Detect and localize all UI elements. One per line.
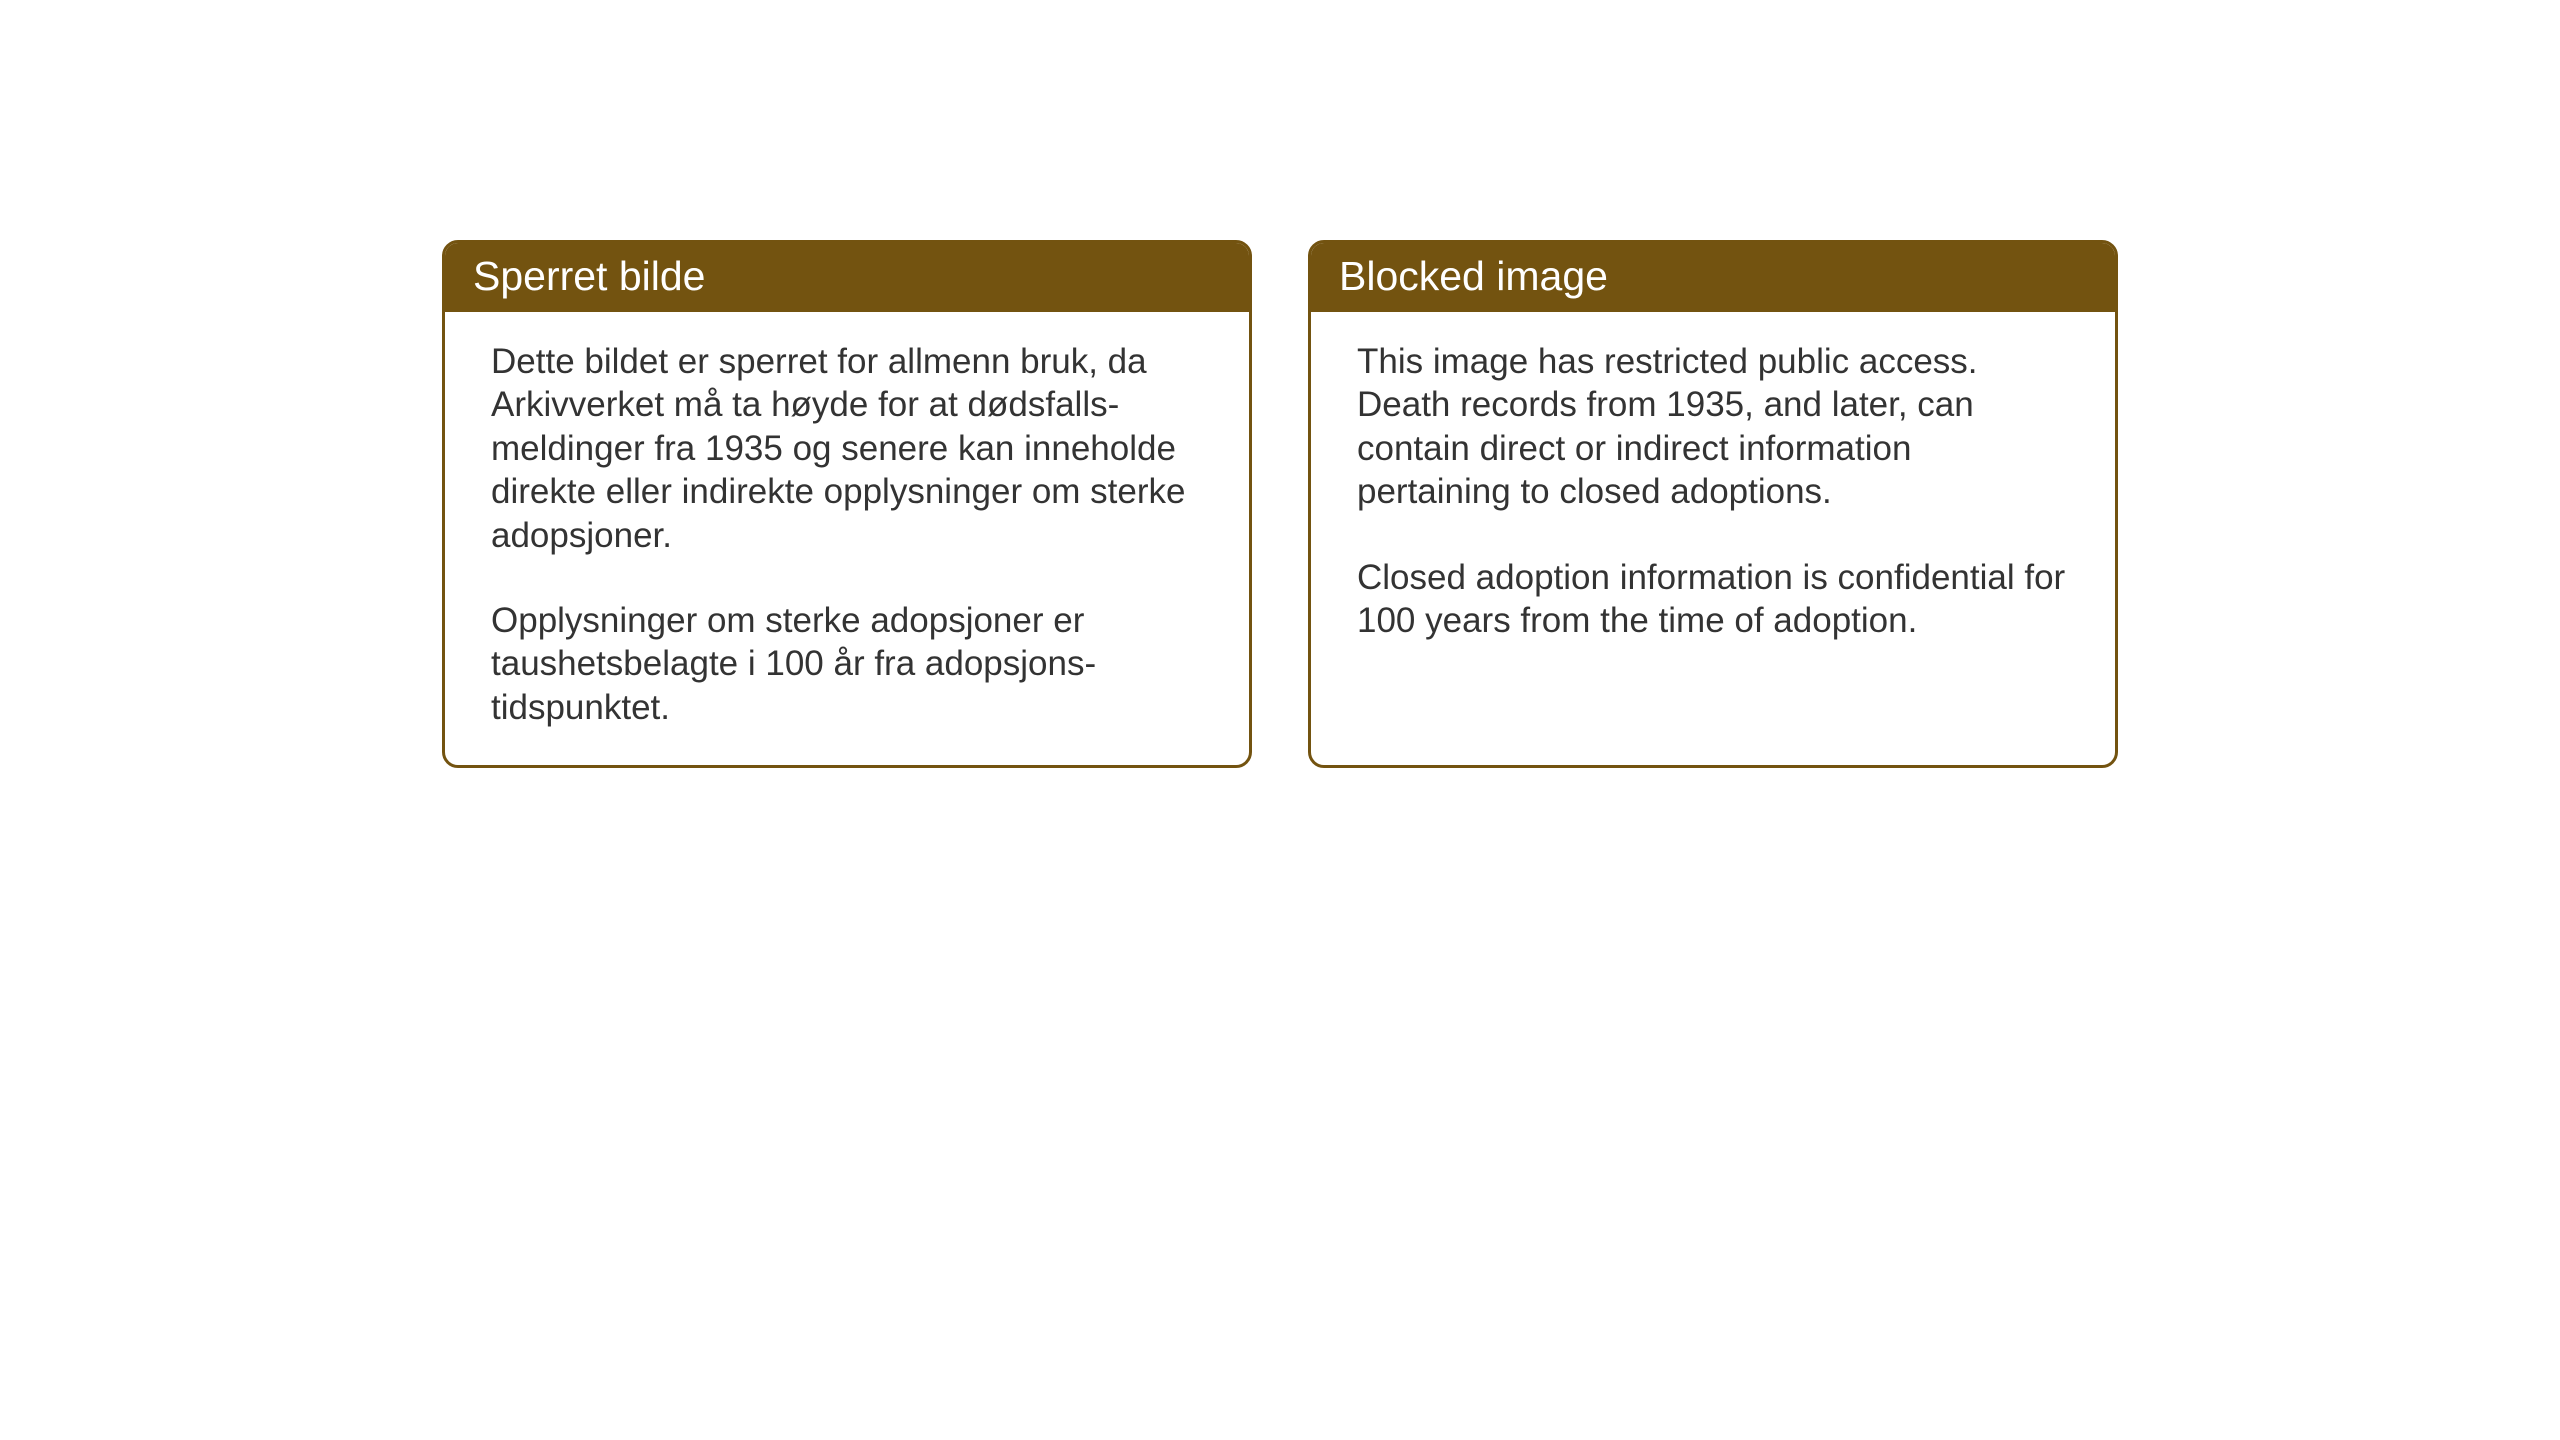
notice-container: Sperret bilde Dette bildet er sperret fo…: [442, 240, 2118, 768]
notice-body-norwegian: Dette bildet er sperret for allmenn bruk…: [445, 312, 1249, 765]
notice-header-english: Blocked image: [1311, 243, 2115, 312]
notice-card-english: Blocked image This image has restricted …: [1308, 240, 2118, 768]
notice-card-norwegian: Sperret bilde Dette bildet er sperret fo…: [442, 240, 1252, 768]
notice-header-norwegian: Sperret bilde: [445, 243, 1249, 312]
notice-paragraph-2: Closed adoption information is confident…: [1357, 556, 2069, 643]
notice-body-english: This image has restricted public access.…: [1311, 312, 2115, 678]
notice-paragraph-1: Dette bildet er sperret for allmenn bruk…: [491, 340, 1203, 557]
notice-paragraph-1: This image has restricted public access.…: [1357, 340, 2069, 514]
notice-paragraph-2: Opplysninger om sterke adopsjoner er tau…: [491, 599, 1203, 729]
